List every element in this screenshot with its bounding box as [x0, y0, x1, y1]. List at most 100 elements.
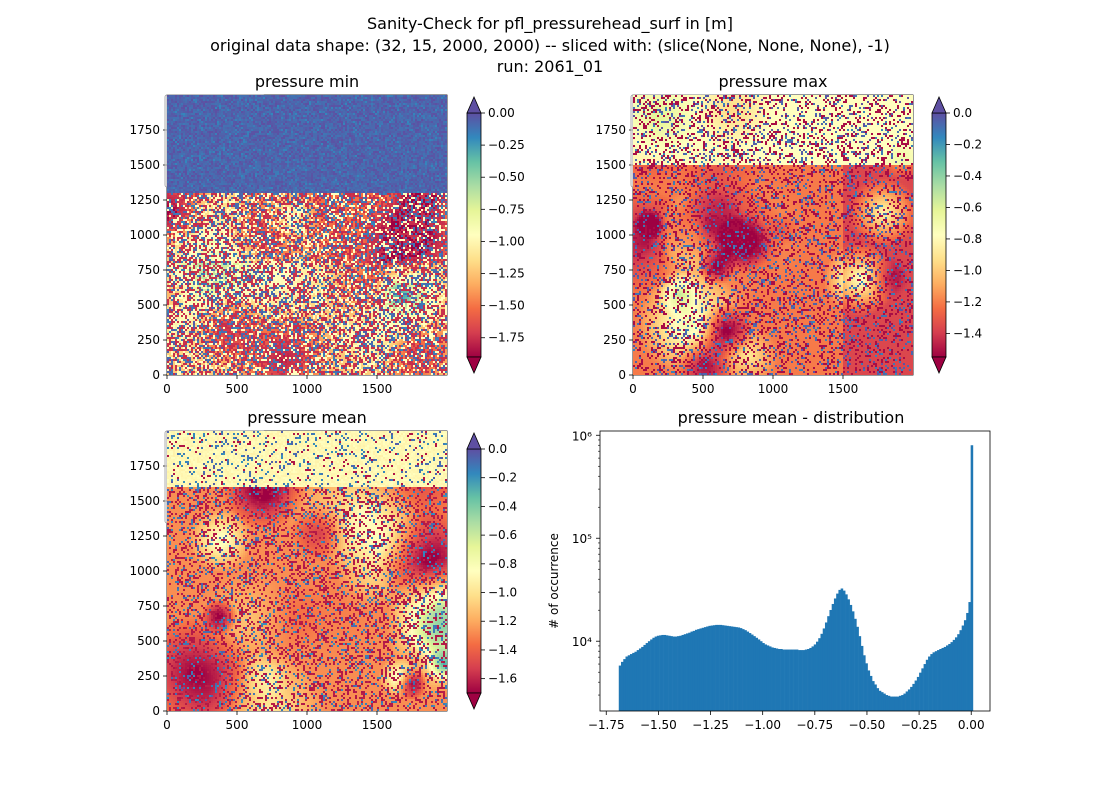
histogram-bar: [925, 659, 929, 711]
colorbar-tick-label: 0.0: [953, 106, 972, 120]
x-tick-label: 0: [629, 382, 637, 396]
histogram-bar: [932, 652, 936, 711]
histogram-bar: [694, 629, 698, 711]
histogram-bar: [663, 634, 667, 711]
colorbar-extend-min: [931, 356, 947, 374]
histogram-bar: [910, 686, 913, 711]
panel-title: pressure min: [255, 72, 359, 91]
x-tick-label: 1500: [362, 718, 393, 732]
histogram-bar: [892, 696, 895, 711]
histogram-bar: [912, 683, 915, 711]
histogram-bar: [847, 599, 850, 711]
plot-frame: [599, 430, 991, 712]
colorbar-tick-label: −0.2: [953, 137, 982, 151]
histogram-bar: [820, 633, 824, 711]
x-tick-label: −1.00: [744, 718, 781, 732]
y-tick-label: 10⁶: [572, 429, 592, 443]
histogram-bar: [735, 627, 738, 711]
histogram-bar: [791, 649, 794, 711]
histogram-bar: [856, 626, 859, 711]
histogram-bar: [813, 644, 817, 711]
histogram-bar: [766, 645, 770, 711]
colorbar-tick-label: −1.4: [953, 326, 982, 340]
x-tick-label: 1000: [758, 382, 789, 396]
histogram-bar: [679, 635, 682, 711]
heatmap-image: [167, 431, 447, 711]
x-tick-label: 1000: [292, 718, 323, 732]
histogram-bar: [858, 636, 862, 711]
histogram-bar: [659, 635, 662, 711]
histogram-bar: [845, 594, 848, 711]
histogram-bar: [755, 637, 759, 711]
histogram-bar: [634, 651, 638, 711]
histogram-bar: [768, 646, 772, 711]
histogram-bar: [715, 624, 718, 711]
histogram-bar: [939, 649, 942, 711]
histogram-bar: [802, 650, 806, 711]
histogram-bar: [764, 644, 767, 711]
histogram-bar: [647, 641, 651, 711]
histogram-bar: [919, 672, 922, 711]
histogram-bar: [683, 634, 687, 711]
histogram-bar: [809, 647, 812, 711]
histogram-bar: [681, 634, 685, 711]
histogram-bar: [697, 629, 700, 711]
histogram-bar: [937, 650, 940, 711]
histogram-bar: [672, 636, 676, 711]
y-tick-label: 1750: [595, 123, 626, 137]
histogram-bar: [746, 631, 750, 711]
histogram-bar: [636, 650, 640, 711]
colorbar-tick-label: −1.50: [488, 299, 525, 313]
histogram-bar: [831, 603, 835, 711]
y-tick-label: 750: [603, 263, 626, 277]
histogram-bar: [827, 616, 830, 711]
histogram-bar: [706, 626, 709, 711]
colorbar-tick-label: −1.2: [953, 295, 982, 309]
histogram-bar: [645, 643, 649, 711]
histogram-bar: [807, 649, 810, 711]
histogram-bar: [869, 675, 873, 711]
histogram-bar: [777, 649, 781, 711]
histogram-bar: [652, 637, 655, 711]
x-tick-label: 0.00: [958, 718, 985, 732]
colorbar: [466, 448, 482, 694]
histogram-bar: [629, 654, 633, 711]
histogram-bar: [946, 645, 949, 711]
colorbar-tick-label: −1.6: [488, 672, 517, 686]
histogram-bar: [885, 695, 889, 711]
figure-title-line-2: original data shape: (32, 15, 2000, 2000…: [210, 36, 890, 55]
histogram-bar: [928, 656, 931, 711]
histogram-bar: [872, 681, 875, 711]
y-tick-label: 0: [152, 368, 160, 382]
y-tick-label: 1750: [129, 123, 160, 137]
x-tick-label: −1.50: [640, 718, 677, 732]
x-tick-label: −0.75: [796, 718, 833, 732]
y-tick-label: 250: [137, 333, 160, 347]
x-tick-label: 1500: [828, 382, 859, 396]
histogram-bar: [851, 611, 855, 711]
histogram-bar: [901, 695, 904, 711]
colorbar-tick-label: −0.4: [488, 499, 517, 513]
histogram-bar: [654, 636, 658, 711]
panel-title: pressure mean: [247, 408, 367, 427]
y-tick-label: 500: [603, 298, 626, 312]
histogram-bar: [712, 625, 716, 711]
histogram-bar: [903, 693, 906, 711]
histogram-bar: [961, 625, 965, 711]
histogram-bar: [957, 634, 960, 711]
x-tick-label: −1.75: [588, 718, 625, 732]
histogram-bar: [941, 647, 945, 711]
histogram-bar: [773, 647, 776, 711]
y-tick-label: 1000: [595, 228, 626, 242]
histogram-bar: [708, 625, 711, 711]
y-axis-label: # of occurrence: [547, 533, 561, 629]
histogram-bar: [699, 628, 702, 711]
histogram-bar: [656, 635, 660, 711]
histogram-bar: [878, 690, 882, 711]
y-tick-label: 1250: [129, 193, 160, 207]
histogram-bar: [719, 624, 723, 711]
y-tick-label: 750: [137, 599, 160, 613]
histogram-bar: [894, 696, 897, 711]
y-tick-label: 0: [618, 368, 626, 382]
histogram-bar: [665, 635, 669, 711]
